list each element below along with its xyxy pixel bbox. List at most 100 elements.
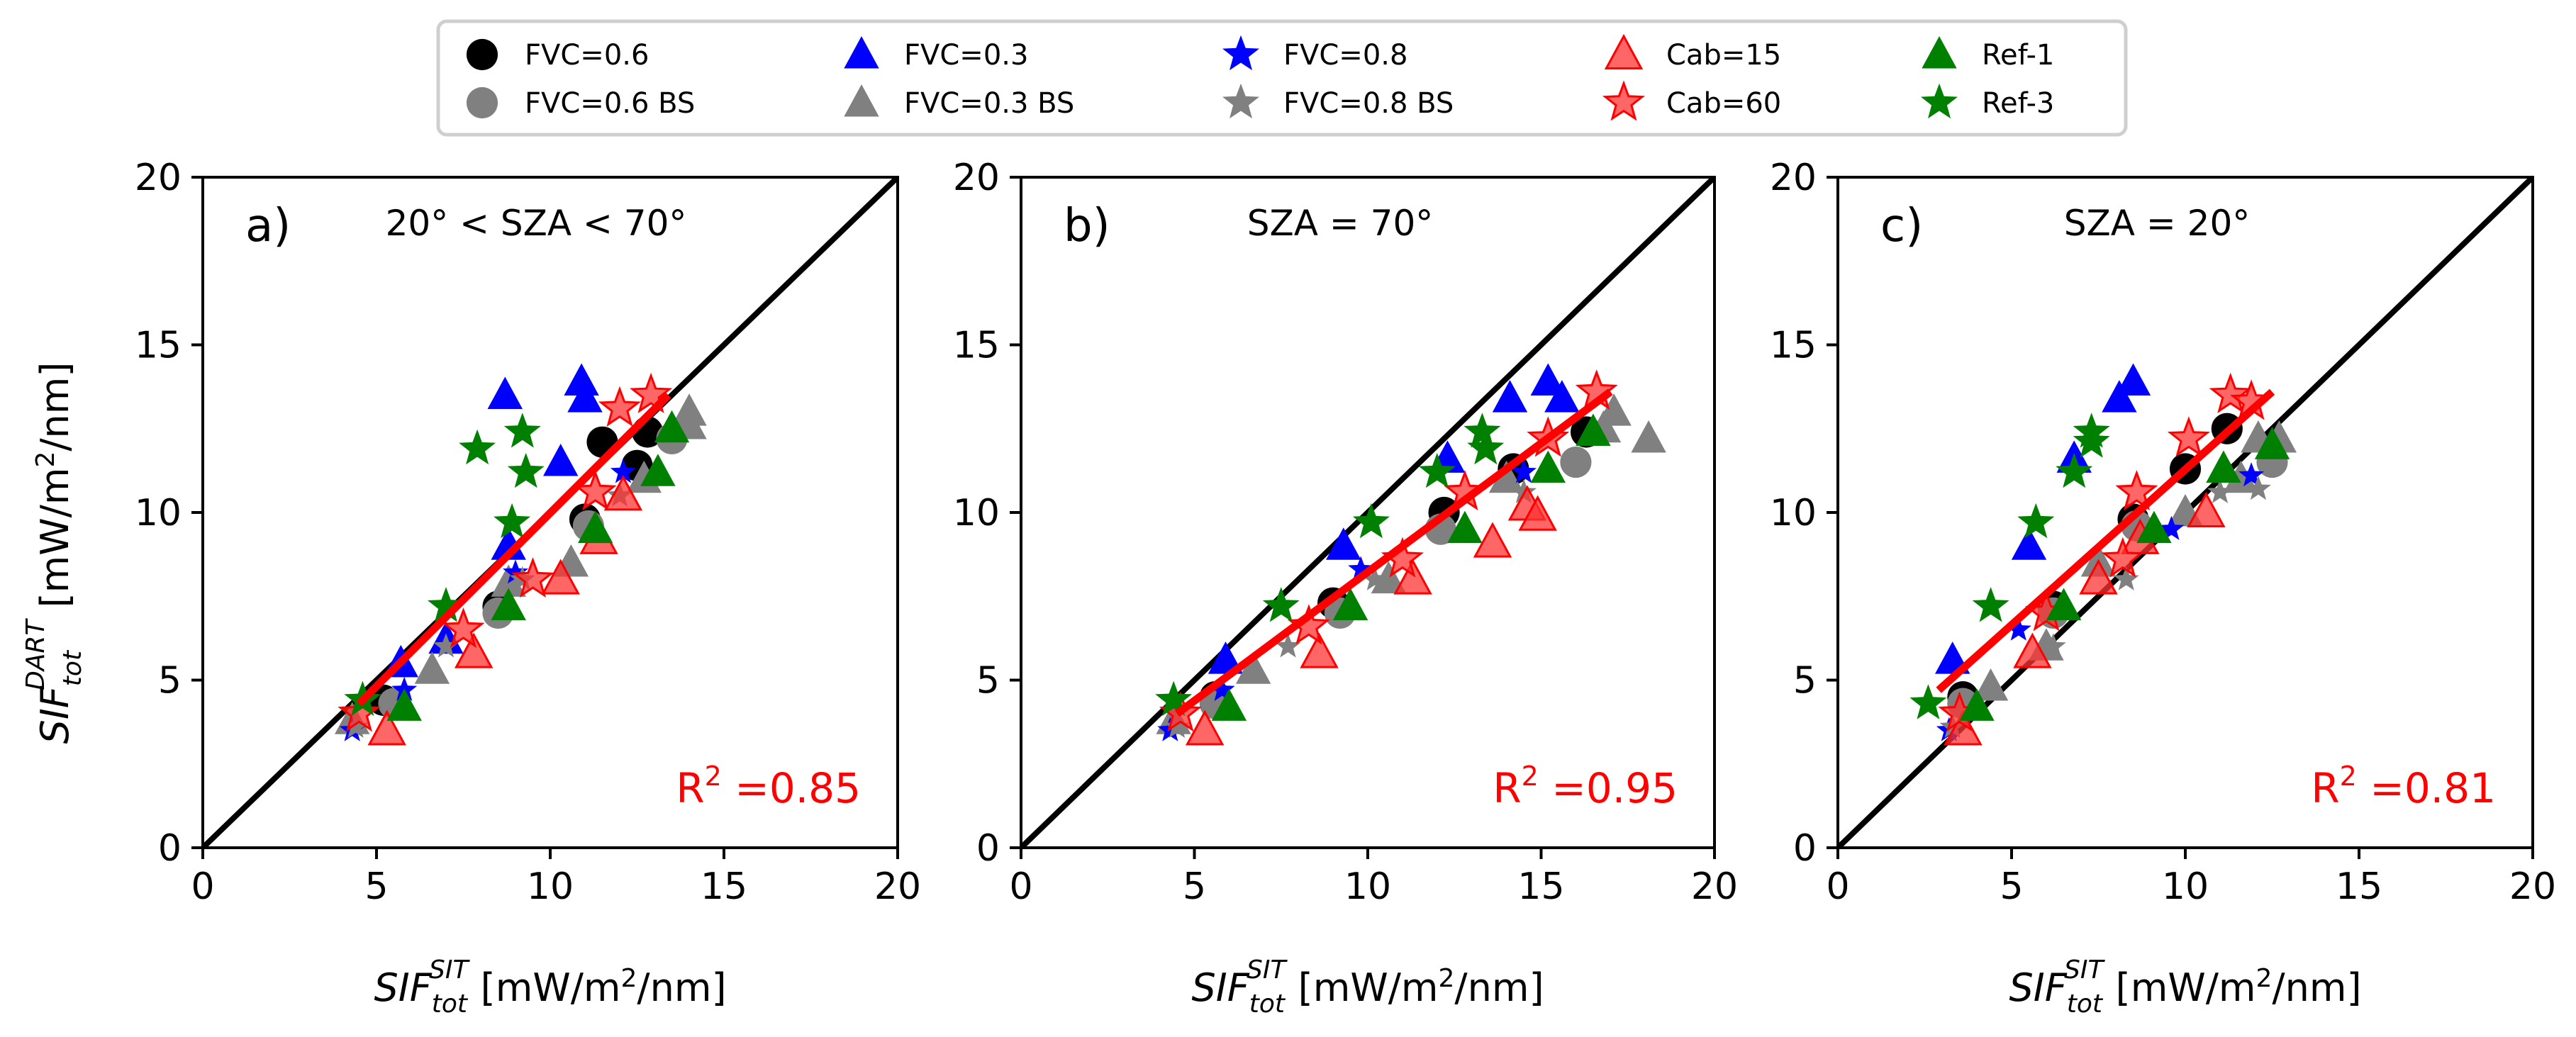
regression-line <box>1174 388 1613 717</box>
data-point-fvc06bs <box>1560 446 1592 478</box>
x-tick-label: 20 <box>1691 865 1738 908</box>
x-tick-label: 10 <box>2162 865 2209 908</box>
data-point-fvc08bs <box>2040 633 2066 658</box>
data-point-fvc03bs <box>1973 668 2009 701</box>
data-point-ref3 <box>2073 422 2110 458</box>
legend-marker-fvc03 <box>844 36 879 69</box>
legend-label-fvc03bs: FVC=0.3 BS <box>904 87 1074 120</box>
panel-label: c) <box>1880 200 1923 252</box>
y-tick-label: 10 <box>953 492 1000 534</box>
data-point-fvc08 <box>1511 459 1537 483</box>
legend-marker-fvc08bs <box>1222 83 1259 119</box>
data-point-ref1 <box>2136 510 2172 544</box>
data-point-cab15 <box>2079 559 2118 595</box>
data-point-cab60 <box>598 386 642 427</box>
data-point-fvc03 <box>567 380 603 413</box>
data-point-ref3 <box>1463 413 1501 448</box>
legend-label-fvc06: FVC=0.6 <box>525 39 649 72</box>
data-point-fvc03bs <box>1631 420 1666 453</box>
data-point-fvc03 <box>543 444 579 476</box>
data-point-cab15 <box>1473 522 1512 558</box>
data-point-fvc08 <box>1209 676 1235 701</box>
x-axis-label: SIFtotSIT [mW/m2/nm] <box>1191 955 1544 1019</box>
sza-annotation: SZA = 20° <box>2064 203 2251 244</box>
data-point-ref1 <box>1211 688 1247 721</box>
legend-marker-fvc06 <box>466 38 498 71</box>
data-point-fvc03bs <box>414 651 450 684</box>
data-point-ref1 <box>1332 588 1368 620</box>
x-axis-label: SIFtotSIT [mW/m2/nm] <box>2009 955 2361 1019</box>
legend-marker-ref1 <box>1922 36 1957 69</box>
data-point-ref3 <box>1155 680 1193 716</box>
legend-marker-fvc08 <box>1222 35 1259 71</box>
data-point-fvc03bs <box>1596 393 1632 426</box>
data-point-fvc08bs <box>2207 478 2233 503</box>
legend-marker-fvc06bs <box>466 86 498 119</box>
data-point-ref1 <box>1447 510 1483 544</box>
data-point-cab60 <box>2115 470 2158 511</box>
data-point-ref3 <box>2017 503 2055 539</box>
data-point-cab15 <box>1300 632 1339 668</box>
x-tick-label: 5 <box>2000 865 2023 908</box>
y-tick-label: 15 <box>1770 325 1817 367</box>
data-point-fvc03 <box>2011 527 2047 560</box>
data-point-cab60 <box>338 691 381 732</box>
data-point-cab60 <box>442 607 485 649</box>
x-tick-label: 10 <box>527 865 574 908</box>
legend-label-cab60: Cab=60 <box>1666 87 1781 120</box>
y-tick-label: 5 <box>158 660 182 702</box>
x-tick-label: 15 <box>2336 865 2382 908</box>
data-point-fvc03 <box>1326 527 1361 560</box>
data-point-ref3 <box>428 587 464 622</box>
legend: FVC=0.6 FVC=0.6 BS FVC=0.3 FVC=0.3 BS FVC=0.… <box>436 19 2128 137</box>
one-to-one-line <box>1021 177 1714 848</box>
panel-label: b) <box>1064 200 1110 252</box>
panel-c: 0 5 10 15 20 0 5 10 15 20 c) SZA = 20° R2 =0.81 SIFto… <box>1770 157 2556 1019</box>
x-tick-label: 0 <box>1009 865 1032 908</box>
sza-annotation: SZA = 70° <box>1247 203 1434 244</box>
data-point-cab15 <box>1944 710 1983 746</box>
data-point-fvc08bs <box>1275 633 1301 658</box>
data-point-cab15 <box>1518 495 1557 531</box>
x-tick-label: 15 <box>701 865 747 908</box>
y-tick-label: 0 <box>158 827 182 870</box>
y-tick-label: 0 <box>976 827 1000 870</box>
legend-marker-cab60 <box>1602 80 1646 121</box>
data-point-ref1 <box>491 588 526 620</box>
data-point-ref1 <box>2046 588 2082 620</box>
legend-marker-fvc03bs <box>844 84 879 117</box>
data-point-ref1 <box>2254 427 2290 459</box>
data-point-fvc08 <box>503 559 528 584</box>
data-point-fvc08 <box>2158 515 2185 540</box>
legend-label-fvc08: FVC=0.8 <box>1283 39 1407 72</box>
data-point-fvc08bs <box>1164 713 1190 738</box>
data-point-fvc08bs <box>2245 476 2271 500</box>
data-point-fvc03 <box>487 376 523 409</box>
data-point-cab15 <box>1393 559 1432 595</box>
data-point-fvc08 <box>610 459 636 483</box>
data-point-cab60 <box>2101 537 2144 578</box>
y-tick-label: 10 <box>1770 492 1817 534</box>
data-point-ref1 <box>1576 413 1611 446</box>
sza-annotation: 20° < SZA < 70° <box>386 203 687 244</box>
data-point-fvc03 <box>2102 380 2137 413</box>
data-point-cab60 <box>2209 372 2252 413</box>
x-tick-label: 10 <box>1344 865 1391 908</box>
data-point-ref3 <box>1418 452 1456 488</box>
data-point-cab15 <box>367 710 406 746</box>
r-squared-label: R2 =0.81 <box>2311 761 2496 812</box>
data-point-ref3 <box>2056 452 2093 488</box>
data-point-cab15 <box>2013 632 2052 668</box>
data-point-fvc08bs <box>433 633 459 658</box>
y-tick-label: 15 <box>135 325 182 367</box>
data-point-cab15 <box>603 475 643 511</box>
legend-marker-cab15 <box>1604 33 1644 69</box>
data-point-fvc08bs <box>2113 566 2139 590</box>
panel-label: a) <box>245 200 291 252</box>
data-point-cab15 <box>1185 710 1225 746</box>
x-tick-label: 0 <box>1826 865 1849 908</box>
y-tick-label: 10 <box>135 492 182 534</box>
data-point-fvc08bs <box>1361 566 1388 590</box>
data-point-fvc08 <box>1348 556 1374 581</box>
data-point-fvc03 <box>1492 380 1528 413</box>
